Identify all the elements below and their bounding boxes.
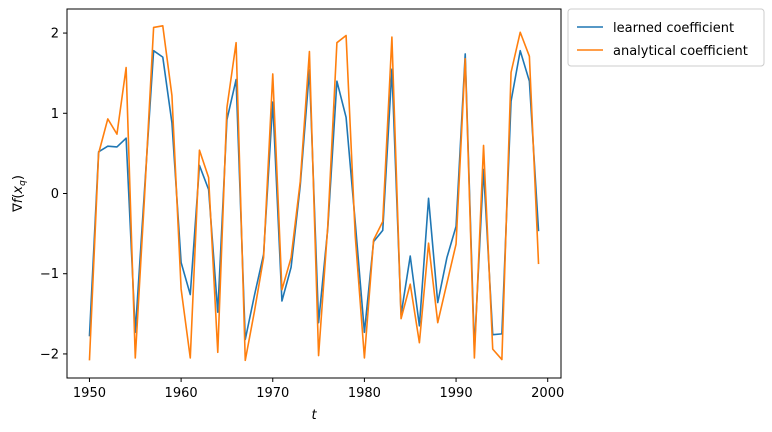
legend-box [567, 8, 765, 67]
legend-label-learned: learned coefficient [613, 21, 734, 36]
legend-label-analytical: analytical coefficient [613, 44, 748, 59]
y-tick-label: −2 [40, 347, 59, 362]
legend: learned coefficient analytical coefficie… [567, 8, 765, 67]
x-axis-label: t [311, 408, 317, 423]
y-tick-label: −1 [40, 267, 59, 282]
x-tick-label: 2000 [531, 386, 564, 401]
y-tick-label: 2 [51, 27, 59, 42]
y-tick-label: 1 [51, 107, 59, 122]
x-tick-label: 1950 [73, 386, 106, 401]
x-tick-label: 1970 [256, 386, 289, 401]
x-tick-label: 1960 [165, 386, 198, 401]
y-tick-label: 0 [51, 187, 59, 202]
x-tick-label: 1990 [440, 386, 473, 401]
series-line-analytical [88, 25, 540, 362]
y-axis-label: ∇f(xq) [11, 175, 28, 213]
x-tick-label: 1980 [348, 386, 381, 401]
